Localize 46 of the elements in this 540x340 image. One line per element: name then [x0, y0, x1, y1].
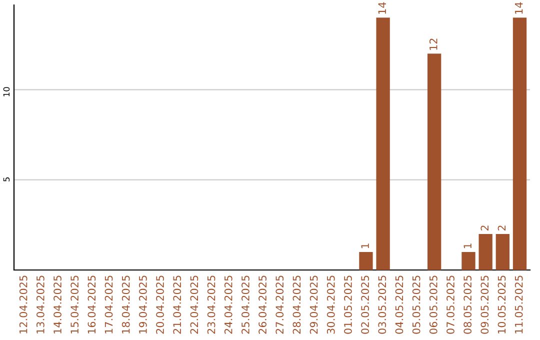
x-tick-label: 13.04.2025 [36, 276, 44, 334]
x-tick-label: 30.04.2025 [326, 276, 335, 334]
x-tick-label: 27.04.2025 [276, 276, 284, 334]
x-tick-label: 01.05.2025 [344, 276, 352, 334]
x-tick-label: 25.04.2025 [242, 276, 250, 334]
x-tick-label: 02.05.2025 [361, 276, 369, 334]
data-label: 2 [480, 226, 488, 230]
x-tick-label: 19.04.2025 [139, 276, 147, 334]
x-tick-label: 04.05.2025 [395, 276, 404, 334]
x-tick-label: 10.05.2025 [498, 276, 506, 334]
x-tick-label: 15.04.2025 [70, 276, 79, 334]
x-tick-label: 09.05.2025 [480, 276, 489, 334]
x-tick-label: 22.04.2025 [190, 276, 198, 334]
x-tick-label: 05.05.2025 [412, 276, 420, 334]
bar [359, 252, 373, 270]
x-tick-label: 21.04.2025 [173, 276, 182, 334]
data-label: 1 [361, 244, 369, 248]
x-tick-label: 29.04.2025 [310, 276, 318, 334]
x-tick-label: 28.04.2025 [292, 276, 301, 334]
data-label: 1 [464, 244, 472, 248]
x-tick-label: 17.04.2025 [104, 276, 113, 334]
x-tick-label: 12.04.2025 [19, 276, 28, 334]
data-label: 12 [429, 38, 438, 50]
bar [376, 18, 390, 270]
bar [427, 54, 442, 270]
data-label: 14 [515, 2, 523, 14]
bar [496, 234, 510, 270]
x-tick-label: 23.04.2025 [207, 276, 216, 334]
x-tick-label: 18.04.2025 [122, 276, 130, 334]
data-label: 2 [498, 226, 506, 230]
x-tick-label: 14.04.2025 [54, 276, 62, 334]
x-tick-label: 26.04.2025 [258, 276, 266, 334]
x-tick-label: 20.04.2025 [156, 276, 164, 334]
bar [462, 252, 476, 270]
y-tick-label: 5 [3, 177, 10, 182]
x-tick-label: 03.05.2025 [378, 276, 386, 334]
bar [478, 234, 492, 270]
x-tick-label: 07.05.2025 [446, 276, 454, 334]
y-tick-label: 10 [3, 87, 10, 96]
x-tick-label: 06.05.2025 [429, 276, 438, 334]
bar [512, 18, 527, 270]
x-tick-label: 08.05.2025 [464, 276, 472, 334]
data-label: 14 [378, 2, 386, 14]
x-tick-label: 24.04.2025 [224, 276, 232, 334]
x-tick-label: 16.04.2025 [88, 276, 96, 334]
x-tick-label: 11.05.2025 [514, 276, 523, 334]
